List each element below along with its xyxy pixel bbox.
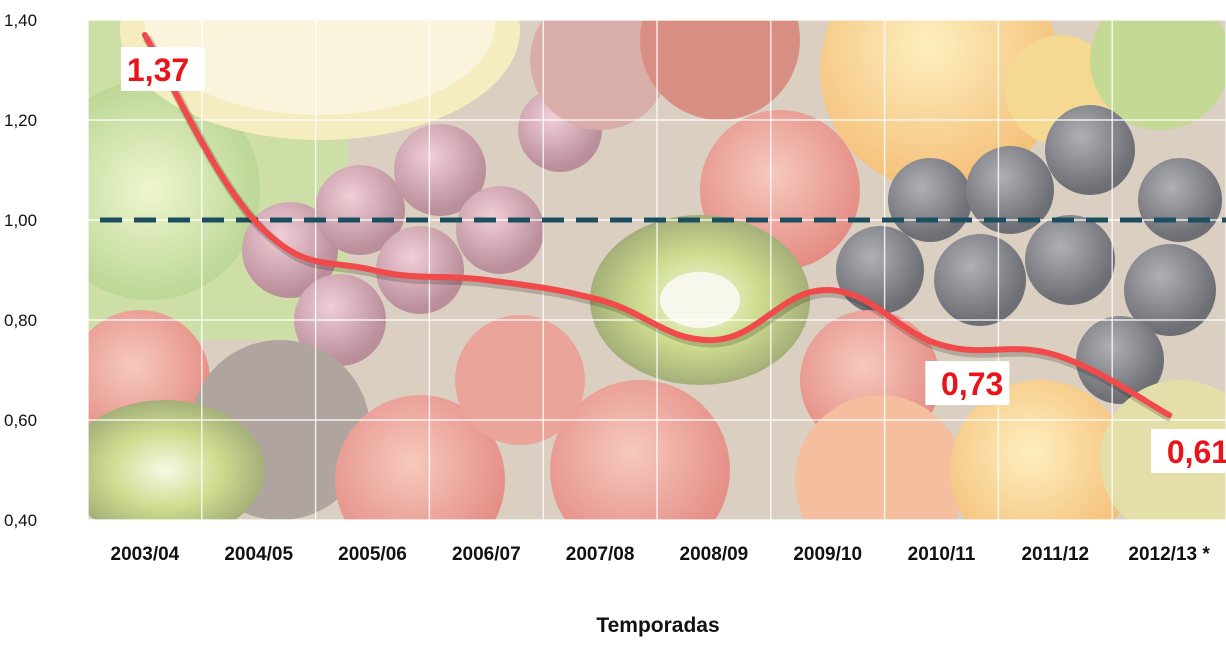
x-tick-label: 2005/06 bbox=[338, 544, 407, 565]
data-labels: 1,37 0,73 0,61 bbox=[120, 47, 1226, 473]
x-tick-label: 2008/09 bbox=[680, 544, 749, 565]
x-tick-label: 2010/11 bbox=[908, 544, 976, 565]
data-label: 0,73 bbox=[941, 366, 1003, 402]
x-tick-label: 2006/07 bbox=[452, 544, 521, 565]
data-series bbox=[141, 32, 1174, 422]
y-tick-label: 0,40 bbox=[4, 511, 37, 530]
x-tick-label: 2012/13 * bbox=[1128, 544, 1210, 565]
x-tick-label: 2003/04 bbox=[111, 544, 180, 565]
y-tick-label: 1,00 bbox=[4, 211, 37, 230]
data-label-box bbox=[120, 47, 205, 91]
data-label: 1,37 bbox=[127, 52, 189, 88]
x-tick-label: 2009/10 bbox=[793, 544, 862, 565]
x-tick-label: 2011/12 bbox=[1021, 544, 1089, 565]
x-axis-title: Temporadas bbox=[596, 614, 719, 637]
fruit-background bbox=[88, 20, 1226, 520]
y-tick-label: 1,20 bbox=[4, 111, 37, 130]
data-label-box bbox=[1151, 429, 1226, 473]
y-tick-label: 1,40 bbox=[4, 11, 37, 30]
x-axis-tick-labels: 2003/04 2004/05 2005/06 2006/07 2007/08 2008/… bbox=[111, 544, 1211, 565]
y-axis-tick-labels: 0,40 0,60 0,80 1,00 1,20 1,40 bbox=[4, 11, 37, 530]
x-tick-label: 2004/05 bbox=[224, 544, 293, 565]
y-tick-label: 0,80 bbox=[4, 311, 37, 330]
x-tick-label: 2007/08 bbox=[566, 544, 635, 565]
data-label: 0,61 bbox=[1167, 434, 1226, 470]
series-line bbox=[141, 32, 1173, 418]
data-label-box bbox=[925, 361, 1010, 405]
y-tick-label: 0,60 bbox=[4, 411, 37, 430]
